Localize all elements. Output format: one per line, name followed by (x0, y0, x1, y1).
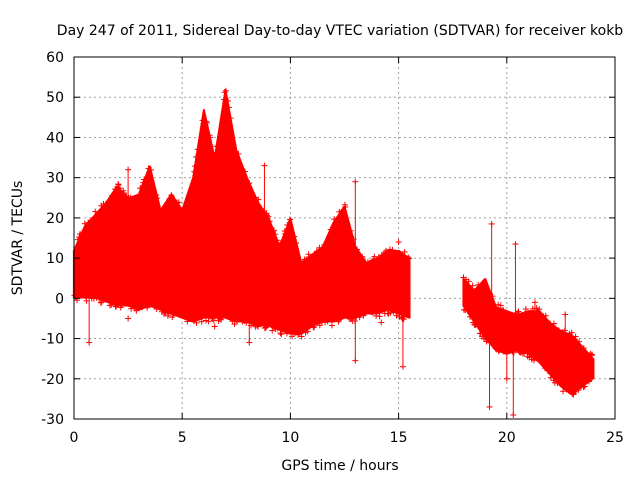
outlier-point (486, 403, 493, 410)
outlier-point (488, 220, 495, 227)
data-point (255, 196, 262, 203)
data-point (560, 388, 567, 395)
data-point (278, 331, 285, 338)
y-tick-label: 10 (46, 251, 64, 267)
outlier-point (512, 241, 519, 248)
data-point (515, 308, 522, 315)
x-tick-label: 10 (281, 430, 299, 446)
data-point (465, 278, 472, 285)
data-point (469, 282, 476, 289)
y-axis-label: SDTVAR / TECUs (10, 181, 26, 296)
data-point (148, 166, 155, 173)
outlier-point (399, 363, 406, 370)
x-tick-label: 0 (70, 430, 79, 446)
data-point (235, 150, 242, 157)
data-point (298, 333, 305, 340)
data-point (222, 87, 229, 94)
data-point (328, 322, 335, 329)
x-axis-label: GPS time / hours (281, 458, 398, 474)
data-point (542, 312, 549, 319)
y-tick-label: 30 (46, 171, 64, 187)
x-tick-label: 15 (390, 430, 408, 446)
outlier-point (86, 339, 93, 346)
data-point (376, 313, 383, 320)
outlier-point (352, 178, 359, 185)
data-point (589, 351, 596, 358)
y-tick-label: 20 (46, 211, 64, 227)
x-tick-label: 20 (498, 430, 516, 446)
data-point (225, 98, 232, 105)
data-point (572, 333, 579, 340)
data-point (175, 199, 182, 206)
plot-border (73, 56, 616, 420)
data-point (227, 115, 234, 122)
y-tick-label: 40 (46, 130, 64, 146)
data-point (97, 299, 104, 306)
data-point (342, 203, 349, 210)
data-point (169, 314, 176, 321)
data-point (205, 318, 212, 325)
outlier-point (378, 319, 385, 326)
data-point (497, 302, 504, 309)
data-point (225, 104, 232, 111)
y-tick-label: -20 (41, 372, 64, 388)
y-tick-label: 50 (46, 90, 64, 106)
data-point (489, 293, 496, 300)
y-tick-label: -10 (41, 332, 64, 348)
data-point (83, 297, 90, 304)
y-tick-label: 0 (55, 291, 64, 307)
outlier-point (125, 315, 132, 322)
x-tick-label: 25 (606, 430, 624, 446)
chart-title: Day 247 of 2011, Sidereal Day-to-day VTE… (57, 23, 623, 39)
outlier-point (510, 411, 517, 418)
axis-ticks: 0 5 10 15 20 25 -30 -20 -10 0 10 20 30 40 50 60 (41, 50, 624, 446)
data-points (71, 87, 596, 418)
outlier-point (503, 375, 510, 382)
data-point (371, 253, 378, 260)
outlier-point (261, 162, 268, 169)
data-point (269, 327, 276, 334)
data-point (401, 248, 408, 255)
outlier-point (562, 311, 569, 318)
outlier-point (395, 239, 402, 246)
data-point (203, 317, 210, 324)
outlier-point (246, 339, 253, 346)
outlier-point (211, 323, 218, 330)
data-point (550, 320, 557, 327)
y-tick-label: 60 (46, 50, 64, 66)
outlier-point (531, 299, 538, 306)
outlier-point (125, 166, 132, 173)
data-point (495, 301, 502, 308)
data-point (198, 318, 205, 325)
x-tick-label: 5 (178, 430, 187, 446)
data-point (568, 329, 575, 336)
outlier-point (352, 357, 359, 364)
data-point (270, 227, 277, 234)
data-point (400, 316, 407, 323)
y-tick-label: -30 (41, 412, 64, 428)
data-point (115, 181, 122, 188)
